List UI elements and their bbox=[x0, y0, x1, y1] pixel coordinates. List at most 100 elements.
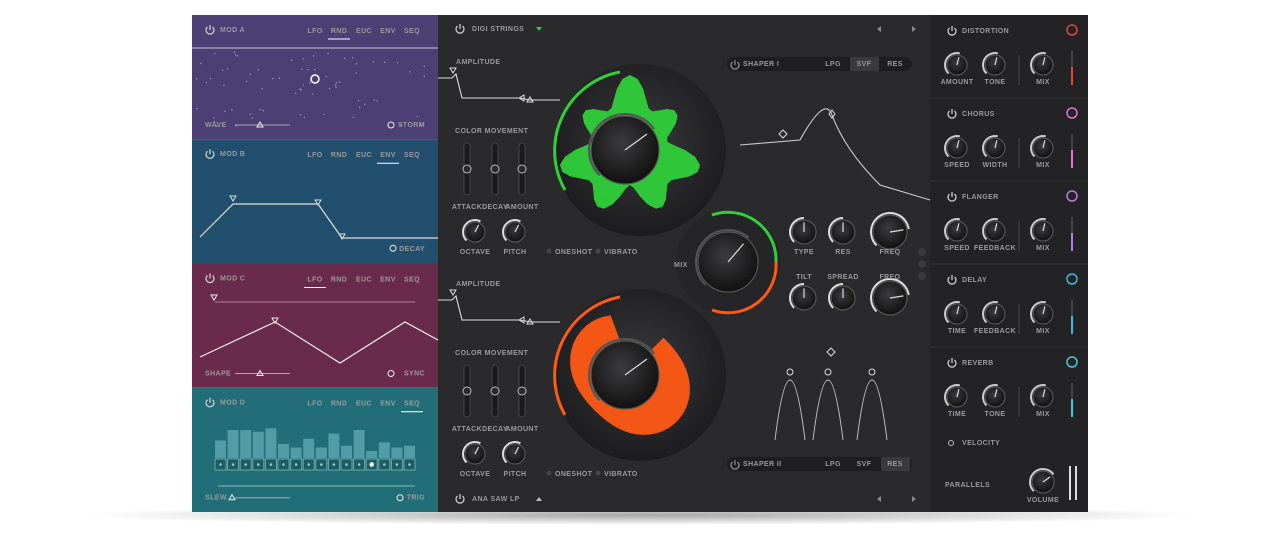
mod-toggle[interactable]: STORM bbox=[398, 122, 425, 129]
star bbox=[323, 113, 325, 116]
power-icon[interactable] bbox=[455, 25, 465, 34]
mod-title: MOD C bbox=[220, 275, 245, 282]
star bbox=[400, 123, 402, 126]
mod-tab[interactable]: SEQ bbox=[404, 401, 420, 408]
mod-param: SLEW bbox=[205, 495, 227, 502]
seq-led bbox=[369, 462, 375, 467]
mod-tab[interactable]: EUC bbox=[356, 401, 372, 408]
power-icon[interactable] bbox=[947, 110, 957, 119]
mod-tab[interactable]: RND bbox=[331, 28, 347, 35]
mod-tab[interactable]: SEQ bbox=[404, 28, 420, 35]
preset-name[interactable]: ANA SAW LP bbox=[472, 496, 520, 503]
star bbox=[313, 68, 316, 71]
page-dot[interactable] bbox=[918, 260, 926, 268]
star bbox=[396, 62, 399, 64]
seq-led bbox=[257, 463, 260, 466]
knob-pointer bbox=[956, 140, 960, 149]
knob-arc bbox=[870, 278, 910, 313]
mod-tab[interactable]: LFO bbox=[307, 152, 322, 159]
mod-tab[interactable]: RND bbox=[331, 401, 347, 408]
knob-label: MIX bbox=[1036, 245, 1050, 252]
seq-led bbox=[307, 463, 311, 466]
seq-led bbox=[231, 463, 235, 466]
shaper-mode[interactable]: LPG bbox=[825, 461, 841, 468]
star bbox=[245, 80, 248, 83]
mod-tab[interactable]: ENV bbox=[380, 28, 396, 35]
power-icon[interactable] bbox=[205, 150, 215, 160]
power-icon[interactable] bbox=[947, 193, 957, 202]
toggle-dot[interactable] bbox=[595, 248, 601, 254]
slider-label: DECAY bbox=[482, 426, 508, 433]
knob-arc bbox=[944, 135, 961, 158]
page-dot[interactable] bbox=[918, 248, 926, 256]
knob-arc bbox=[789, 283, 805, 309]
shaper-mode[interactable]: RES bbox=[887, 61, 903, 68]
slider-thumb bbox=[490, 164, 500, 174]
mod-tab[interactable]: LFO bbox=[307, 401, 322, 408]
power-icon[interactable] bbox=[947, 276, 957, 285]
mod-tab[interactable]: SEQ bbox=[404, 152, 420, 159]
power-icon[interactable] bbox=[205, 274, 215, 284]
filter-curve bbox=[739, 108, 931, 201]
knob-label: MIX bbox=[1036, 328, 1050, 335]
mod-tab[interactable]: ENV bbox=[380, 152, 396, 159]
toggle-dot[interactable] bbox=[595, 470, 601, 476]
toggle-dot[interactable] bbox=[546, 470, 552, 476]
mod-tab[interactable]: RND bbox=[331, 152, 347, 159]
knob-label: PITCH bbox=[504, 249, 527, 256]
knob-arc bbox=[982, 52, 999, 75]
star bbox=[209, 77, 212, 80]
preset-name[interactable]: DIGI STRINGS bbox=[472, 26, 524, 33]
seq-bar bbox=[366, 451, 378, 458]
fx-title: REVERB bbox=[962, 360, 994, 367]
star bbox=[249, 113, 251, 115]
knob-pointer bbox=[1042, 476, 1051, 483]
seq-bar bbox=[278, 444, 289, 458]
section-label: COLOR MOVEMENT bbox=[455, 350, 529, 357]
mod-toggle[interactable]: DECAY bbox=[399, 246, 425, 253]
power-icon[interactable] bbox=[455, 495, 465, 504]
fx-title: DISTORTION bbox=[962, 28, 1009, 35]
velocity-icon bbox=[948, 440, 954, 446]
toggle-dot[interactable] bbox=[546, 248, 552, 254]
knob-label: SPEED bbox=[944, 245, 970, 252]
preset-arrow bbox=[536, 497, 542, 501]
mod-tab[interactable]: LFO bbox=[307, 28, 322, 35]
power-icon[interactable] bbox=[730, 61, 740, 70]
mod-toggle[interactable]: TRIG bbox=[407, 495, 425, 502]
nav-arrows[interactable] bbox=[877, 26, 916, 32]
star bbox=[307, 69, 309, 71]
mod-tab[interactable]: ENV bbox=[380, 276, 396, 283]
mod-tab[interactable]: SEQ bbox=[404, 276, 420, 283]
knob-pointer bbox=[994, 223, 998, 232]
star bbox=[339, 81, 341, 83]
power-icon[interactable] bbox=[205, 26, 215, 35]
mod-tab[interactable]: ENV bbox=[380, 401, 396, 408]
mod-tab[interactable]: RND bbox=[331, 276, 347, 283]
mod-tab[interactable]: LFO bbox=[307, 276, 322, 283]
star bbox=[213, 52, 216, 55]
power-icon[interactable] bbox=[947, 359, 957, 368]
power-icon[interactable] bbox=[947, 27, 957, 36]
knob-label: PITCH bbox=[504, 471, 527, 478]
velocity-label: VELOCITY bbox=[962, 440, 1000, 447]
star bbox=[384, 61, 386, 63]
section-label: COLOR MOVEMENT bbox=[455, 128, 529, 135]
knob-pointer bbox=[727, 243, 745, 263]
star bbox=[376, 100, 378, 102]
mod-tab[interactable]: EUC bbox=[356, 276, 372, 283]
power-icon[interactable] bbox=[730, 461, 740, 470]
nav-arrows[interactable] bbox=[877, 496, 916, 502]
power-icon[interactable] bbox=[205, 399, 215, 408]
page-dot[interactable] bbox=[918, 272, 926, 280]
mod-toggle[interactable]: SYNC bbox=[404, 370, 425, 377]
mod-tab[interactable]: EUC bbox=[356, 152, 372, 159]
knob-label: TIME bbox=[948, 411, 966, 418]
seq-bar bbox=[391, 447, 403, 458]
shaper-mode[interactable]: RES bbox=[887, 461, 903, 468]
slider-thumb bbox=[517, 164, 527, 174]
mod-tab[interactable]: EUC bbox=[356, 28, 372, 35]
shaper-mode[interactable]: LPG bbox=[825, 61, 841, 68]
shaper-mode[interactable]: SVF bbox=[857, 461, 872, 468]
shaper-mode[interactable]: SVF bbox=[857, 61, 872, 68]
